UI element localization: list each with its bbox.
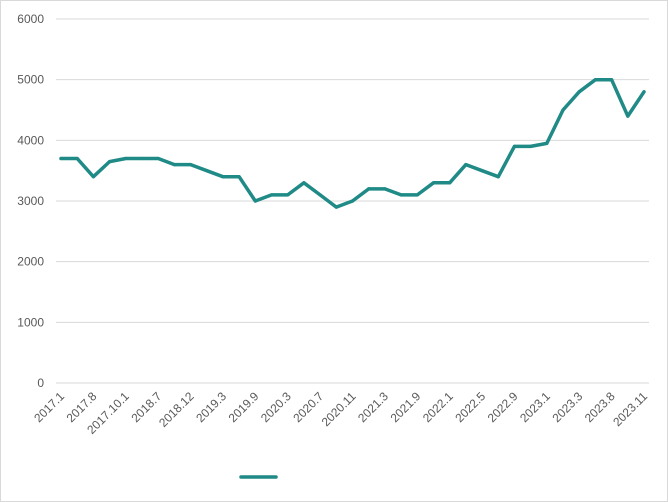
x-axis-ticks: 2017.12017.82017.10.12018.72018.122019.3… xyxy=(31,389,650,437)
data-point xyxy=(302,181,306,185)
y-axis-ticks: 0 1000 2000 3000 4000 5000 6000 xyxy=(17,12,44,390)
x-tick-label: 2022.5 xyxy=(452,389,488,425)
y-tick-label: 1000 xyxy=(17,315,44,329)
y-tick-label: 6000 xyxy=(17,12,44,26)
data-point xyxy=(464,163,468,167)
data-point xyxy=(318,193,322,197)
data-point xyxy=(399,193,403,197)
y-tick-label: 3000 xyxy=(17,194,44,208)
y-tick-label: 0 xyxy=(37,376,44,390)
data-point xyxy=(367,187,371,191)
data-point xyxy=(561,108,565,112)
x-tick-label: 2020.11 xyxy=(319,389,359,429)
x-tick-label: 2021.3 xyxy=(355,389,391,425)
data-point xyxy=(480,169,484,173)
x-tick-label: 2018.12 xyxy=(156,389,197,430)
data-point xyxy=(334,205,338,209)
y-tick-label: 5000 xyxy=(17,73,44,87)
data-point xyxy=(626,114,630,118)
data-point xyxy=(383,187,387,191)
data-point xyxy=(156,156,160,161)
data-point xyxy=(91,175,95,179)
data-point xyxy=(610,78,614,82)
series-line-0 xyxy=(59,77,646,209)
data-point xyxy=(124,156,128,161)
data-point xyxy=(221,175,225,179)
data-point xyxy=(205,169,209,173)
data-point xyxy=(415,193,419,197)
x-tick-label: 2023.1 xyxy=(517,389,553,425)
data-point xyxy=(107,159,112,164)
x-tick-label: 2023.3 xyxy=(549,389,585,425)
data-point xyxy=(593,78,598,82)
data-point xyxy=(75,156,79,161)
x-tick-label: 2017.1 xyxy=(31,389,67,425)
x-tick-label: 2022.1 xyxy=(420,389,456,425)
data-point xyxy=(496,175,500,179)
y-tick-label: 4000 xyxy=(17,133,44,147)
data-point xyxy=(529,144,533,148)
x-tick-label: 2023.11 xyxy=(610,389,650,429)
y-tick-label: 2000 xyxy=(17,255,44,269)
x-tick-label: 2019.9 xyxy=(226,389,262,425)
data-point xyxy=(545,141,549,145)
data-point xyxy=(512,144,517,148)
data-point xyxy=(642,90,646,94)
gridlines xyxy=(56,18,649,384)
x-tick-label: 2021.9 xyxy=(388,389,424,425)
data-point xyxy=(350,199,355,203)
data-point xyxy=(237,175,241,179)
x-tick-label: 2019.3 xyxy=(193,389,229,425)
data-point xyxy=(253,199,257,203)
data-point xyxy=(286,193,290,197)
data-point xyxy=(269,193,274,197)
data-point xyxy=(188,163,193,167)
series-layer xyxy=(59,77,646,209)
data-point xyxy=(431,181,436,185)
data-point xyxy=(140,156,144,161)
data-point xyxy=(172,163,176,167)
x-tick-label: 2020.3 xyxy=(258,389,294,425)
data-point xyxy=(577,90,581,94)
x-tick-label: 2022.9 xyxy=(485,389,521,425)
data-point xyxy=(448,181,452,185)
data-point xyxy=(59,156,63,161)
